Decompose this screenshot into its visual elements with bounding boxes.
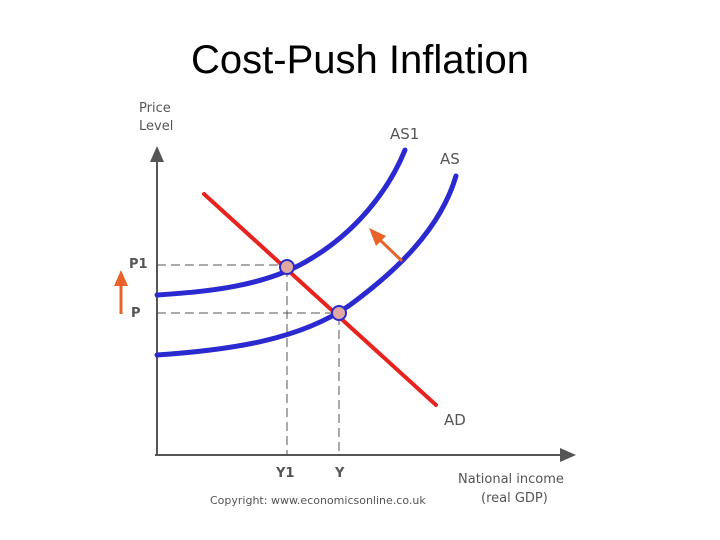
as-label: AS	[440, 150, 460, 168]
x-axis-label-line1: National income	[458, 472, 564, 487]
slide-title: Cost-Push Inflation	[191, 38, 529, 82]
shift-arrow-head	[369, 228, 386, 246]
x-axis-arrowhead	[560, 448, 576, 462]
equilibrium-point-p1	[279, 259, 295, 275]
y-axis-arrowhead	[150, 146, 164, 162]
x-axis-label-line2: (real GDP)	[481, 491, 548, 506]
y1-label: Y1	[275, 466, 294, 481]
ad-label: AD	[444, 411, 466, 429]
as1-curve	[154, 147, 408, 298]
p1-label: P1	[129, 257, 148, 272]
y-label: Y	[334, 466, 345, 481]
p-label: P	[131, 306, 141, 321]
as-curve	[154, 173, 459, 358]
copyright-text: Copyright: www.economicsonline.co.uk	[210, 494, 426, 507]
as1-label: AS1	[390, 125, 419, 143]
price-increase-arrow-head	[114, 270, 128, 286]
y-axis-label-line2: Level	[139, 119, 173, 134]
shift-arrow-shaft	[378, 238, 404, 263]
y-axis-label-line1: Price	[139, 101, 171, 116]
equilibrium-point-p	[331, 305, 347, 321]
ad-curve	[202, 192, 438, 407]
